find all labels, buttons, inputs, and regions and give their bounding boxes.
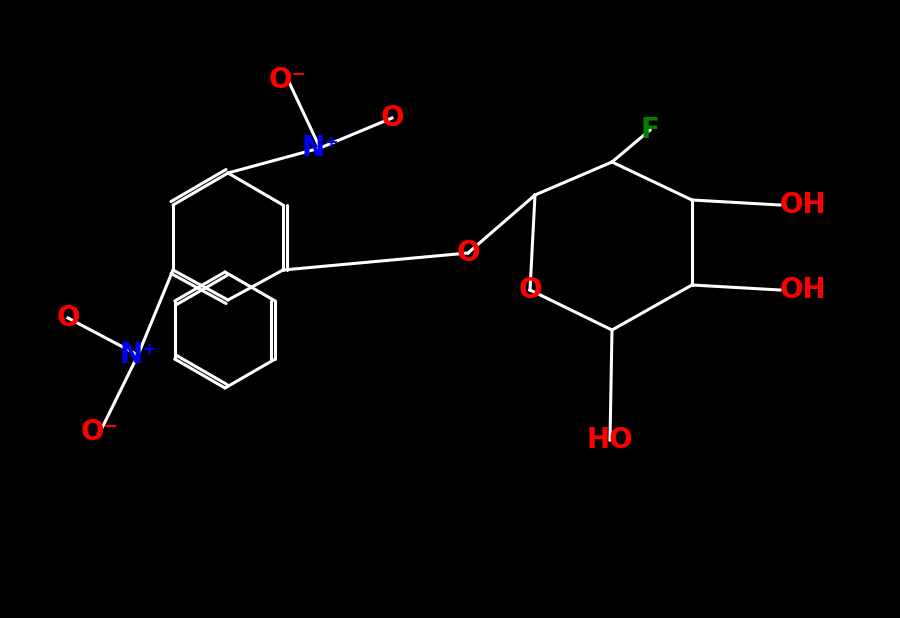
Text: OH: OH <box>780 276 826 304</box>
Text: O⁻: O⁻ <box>81 418 119 446</box>
Text: O⁻: O⁻ <box>269 66 307 94</box>
Text: O: O <box>456 239 480 267</box>
Text: N⁺: N⁺ <box>119 341 157 369</box>
Text: HO: HO <box>587 426 634 454</box>
Text: O: O <box>57 304 80 332</box>
Text: N⁺: N⁺ <box>302 134 339 162</box>
Text: O: O <box>518 276 542 304</box>
Text: F: F <box>641 116 660 144</box>
Text: O: O <box>381 104 404 132</box>
Text: OH: OH <box>780 191 826 219</box>
